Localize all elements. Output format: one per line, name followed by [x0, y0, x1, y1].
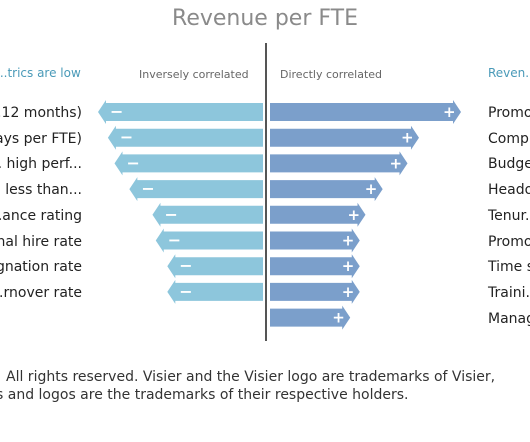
inverse-bar-0: [98, 100, 263, 124]
inverse-category-label: ...ays per FTE): [0, 130, 82, 147]
direct-bar-4: [270, 202, 366, 227]
plus-icon: +: [401, 129, 414, 147]
direct-bar-2: [270, 151, 408, 176]
plus-icon: +: [332, 309, 345, 327]
direct-category-label: Promo...: [488, 105, 530, 121]
minus-icon: −: [179, 256, 192, 275]
minus-icon: −: [120, 128, 133, 147]
inverse-bar-4: [152, 202, 263, 227]
inverse-bar-5: [155, 228, 263, 253]
minus-icon: −: [179, 282, 192, 301]
direct-category-label: Promo...: [488, 233, 530, 250]
direct-bar-1: [270, 125, 419, 150]
inverse-category-label: ...nal hire rate: [0, 233, 82, 250]
direct-bar-0: [270, 100, 461, 124]
minus-icon: −: [110, 102, 123, 121]
direct-bar-3: [270, 177, 383, 202]
direct-category-label: Time s...: [488, 259, 530, 276]
footer-line-1: All rights reserved. Visier and the Visi…: [6, 369, 496, 385]
plus-icon: +: [342, 232, 355, 250]
inverse-category-label: ...rnover rate: [0, 284, 82, 301]
inverse-label: Inversely correlated: [139, 68, 249, 81]
direct-category-label: Heado...: [488, 182, 530, 199]
plus-icon: +: [342, 257, 355, 275]
inverse-bar-6: [167, 254, 263, 279]
plus-icon: +: [390, 154, 403, 172]
direct-category-label: Traini...: [488, 284, 530, 301]
inverse-category-label: ... high perf...: [0, 156, 82, 173]
direct-bar-7: [270, 279, 360, 304]
plus-icon: +: [365, 180, 378, 198]
inverse-category-label: ... less than...: [0, 182, 82, 199]
direct-bar-6: [270, 254, 360, 279]
minus-icon: −: [164, 205, 177, 224]
plus-icon: +: [348, 206, 361, 224]
minus-icon: −: [127, 153, 140, 172]
inverse-bar-3: [129, 177, 263, 202]
inverse-category-label: ...12 months): [0, 105, 82, 121]
chart-title: Revenue per FTE: [172, 6, 358, 31]
footer-line-2: s and logos are the trademarks of their …: [0, 387, 409, 403]
direct-label: Directly correlated: [280, 68, 383, 81]
inverse-bar-7: [167, 279, 263, 304]
direct-category-label: Manag...: [488, 310, 530, 327]
direct-bar-8: [270, 305, 351, 330]
plus-icon: +: [443, 103, 456, 121]
footer: All rights reserved. Visier and the Visi…: [0, 368, 495, 404]
plus-icon: +: [342, 283, 355, 301]
inverse-category-label: ...ance rating: [0, 207, 82, 224]
left-header: ...trics are low: [0, 66, 81, 80]
direct-category-label: Tenur...: [488, 207, 530, 224]
minus-icon: −: [168, 231, 181, 250]
inverse-bar-2: [114, 151, 263, 176]
direct-category-label: Budge...: [488, 156, 530, 173]
right-header: Reven...: [488, 66, 530, 80]
inverse-bar-1: [107, 125, 264, 150]
inverse-category-label: ...gnation rate: [0, 259, 82, 276]
minus-icon: −: [141, 179, 154, 198]
direct-category-label: Comp...: [488, 130, 530, 147]
direct-bar-5: [270, 228, 360, 253]
center-axis: [265, 43, 267, 341]
